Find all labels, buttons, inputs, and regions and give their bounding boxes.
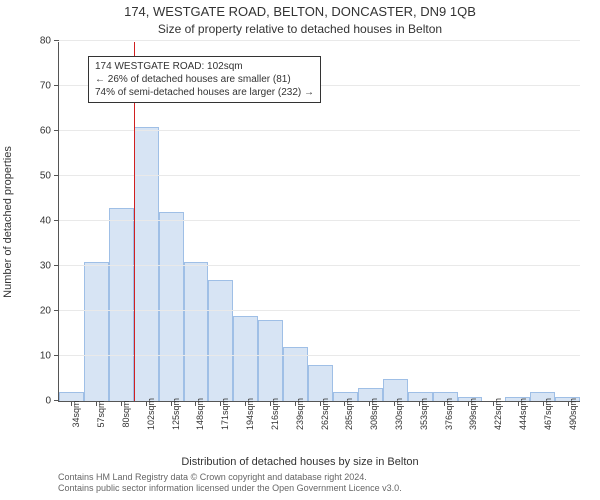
x-tick-label: 171sqm <box>220 384 230 430</box>
x-tick-label: 125sqm <box>171 384 181 430</box>
histogram-bar <box>84 262 109 402</box>
histogram-bar <box>159 212 184 401</box>
histogram-bar <box>134 127 159 402</box>
x-tick: 376sqm <box>431 401 456 451</box>
chart-title: 174, WESTGATE ROAD, BELTON, DONCASTER, D… <box>0 4 600 19</box>
x-ticks-group: 34sqm57sqm80sqm102sqm125sqm148sqm171sqm1… <box>59 401 580 451</box>
x-tick: 262sqm <box>307 401 332 451</box>
gridline <box>59 175 580 176</box>
x-tick-label: 399sqm <box>468 384 478 430</box>
x-tick: 444sqm <box>506 401 531 451</box>
gridline <box>59 220 580 221</box>
annotation-line-1: 174 WESTGATE ROAD: 102sqm <box>95 60 314 73</box>
y-tick-label: 10 <box>40 351 59 362</box>
x-tick: 285sqm <box>332 401 357 451</box>
annotation-line-3: 74% of semi-detached houses are larger (… <box>95 86 314 99</box>
y-tick-label: 0 <box>45 396 59 407</box>
x-axis-label: Distribution of detached houses by size … <box>0 456 600 468</box>
x-tick-label: 308sqm <box>369 384 379 430</box>
footer-attribution: Contains HM Land Registry data © Crown c… <box>58 472 580 494</box>
y-tick-label: 30 <box>40 261 59 272</box>
histogram-bar <box>184 262 209 402</box>
x-tick: 148sqm <box>183 401 208 451</box>
x-tick-label: 148sqm <box>195 384 205 430</box>
x-tick-label: 422sqm <box>493 384 503 430</box>
x-tick-label: 34sqm <box>71 386 81 427</box>
footer-line-1: Contains HM Land Registry data © Crown c… <box>58 472 580 483</box>
y-tick-label: 50 <box>40 171 59 182</box>
x-tick: 239sqm <box>282 401 307 451</box>
x-tick-label: 490sqm <box>568 384 578 430</box>
x-tick: 353sqm <box>406 401 431 451</box>
x-tick-label: 444sqm <box>518 384 528 430</box>
x-tick: 330sqm <box>382 401 407 451</box>
x-tick: 102sqm <box>133 401 158 451</box>
plot-area: 01020304050607080 174 WESTGATE ROAD: 102… <box>58 42 580 402</box>
y-tick-label: 80 <box>40 36 59 47</box>
gridline <box>59 310 580 311</box>
x-tick: 216sqm <box>258 401 283 451</box>
x-tick: 308sqm <box>357 401 382 451</box>
x-tick: 171sqm <box>208 401 233 451</box>
x-tick-label: 102sqm <box>146 384 156 430</box>
x-tick-label: 262sqm <box>320 384 330 430</box>
x-tick-label: 80sqm <box>121 386 131 427</box>
x-tick: 34sqm <box>59 401 84 451</box>
x-tick-label: 239sqm <box>295 384 305 430</box>
x-tick: 80sqm <box>109 401 134 451</box>
x-tick: 57sqm <box>84 401 109 451</box>
gridline <box>59 355 580 356</box>
x-tick-label: 194sqm <box>245 384 255 430</box>
gridline <box>59 130 580 131</box>
y-tick-label: 20 <box>40 306 59 317</box>
x-tick-label: 376sqm <box>444 384 454 430</box>
y-tick-label: 40 <box>40 216 59 227</box>
chart-container: 174, WESTGATE ROAD, BELTON, DONCASTER, D… <box>0 0 600 500</box>
chart-subtitle: Size of property relative to detached ho… <box>0 22 600 36</box>
annotation-box: 174 WESTGATE ROAD: 102sqm ← 26% of detac… <box>88 56 321 103</box>
x-tick: 125sqm <box>158 401 183 451</box>
y-tick-label: 60 <box>40 126 59 137</box>
histogram-bar <box>109 208 134 402</box>
histogram-bar <box>208 280 233 402</box>
x-tick: 467sqm <box>530 401 555 451</box>
x-tick: 399sqm <box>456 401 481 451</box>
x-tick: 194sqm <box>233 401 258 451</box>
x-tick-label: 216sqm <box>270 384 280 430</box>
annotation-line-2: ← 26% of detached houses are smaller (81… <box>95 73 314 86</box>
x-tick-label: 353sqm <box>419 384 429 430</box>
x-tick: 422sqm <box>481 401 506 451</box>
x-tick-label: 330sqm <box>394 384 404 430</box>
footer-line-2: Contains public sector information licen… <box>58 483 580 494</box>
x-tick-label: 285sqm <box>344 384 354 430</box>
gridline <box>59 40 580 41</box>
gridline <box>59 265 580 266</box>
x-tick-label: 57sqm <box>96 386 106 427</box>
y-tick-label: 70 <box>40 81 59 92</box>
y-axis-label: Number of detached properties <box>2 146 14 298</box>
x-tick-label: 467sqm <box>543 384 553 430</box>
x-tick: 490sqm <box>555 401 580 451</box>
